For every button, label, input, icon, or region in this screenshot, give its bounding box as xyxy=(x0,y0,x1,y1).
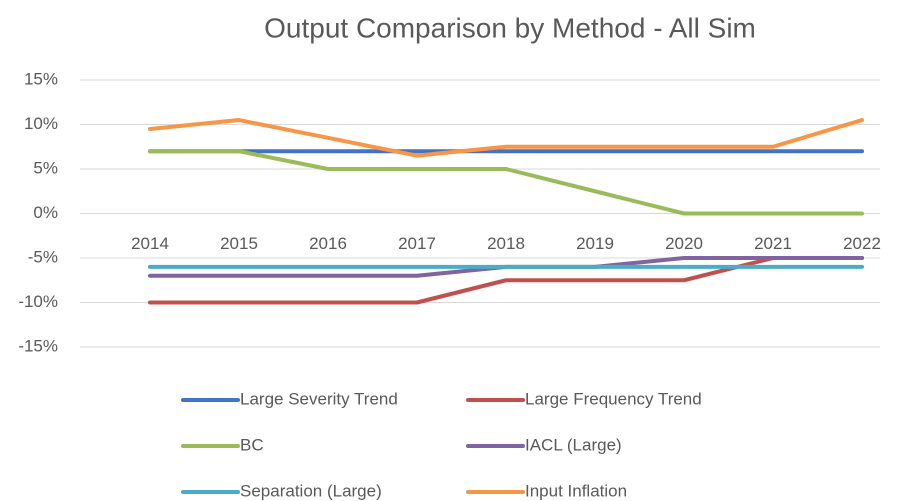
x-tick-label: 2016 xyxy=(309,234,347,253)
x-tick-label: 2017 xyxy=(398,234,436,253)
legend-label: BC xyxy=(240,435,264,454)
y-tick-label: 10% xyxy=(24,114,58,133)
x-tick-label: 2022 xyxy=(843,234,881,253)
legend-label: Large Severity Trend xyxy=(240,389,398,408)
y-tick-label: -5% xyxy=(28,247,58,266)
series-line xyxy=(148,118,864,158)
x-tick-label: 2015 xyxy=(220,234,258,253)
y-tick-label: -10% xyxy=(18,292,58,311)
x-tick-label: 2018 xyxy=(487,234,525,253)
legend-label: Input Inflation xyxy=(525,481,627,500)
legend-label: Large Frequency Trend xyxy=(525,389,702,408)
x-tick-label: 2014 xyxy=(131,234,169,253)
x-tick-label: 2021 xyxy=(754,234,792,253)
y-tick-label: -15% xyxy=(18,336,58,355)
chart-title: Output Comparison by Method - All Sim xyxy=(264,12,756,43)
legend-label: Separation (Large) xyxy=(240,481,382,500)
x-tick-label: 2020 xyxy=(665,234,703,253)
legend-label: IACL (Large) xyxy=(525,435,622,454)
series-line xyxy=(148,256,864,305)
x-tick-label: 2019 xyxy=(576,234,614,253)
y-tick-label: 0% xyxy=(33,203,58,222)
y-tick-label: 5% xyxy=(33,158,58,177)
y-tick-label: 15% xyxy=(24,69,58,88)
series-line xyxy=(148,149,864,216)
